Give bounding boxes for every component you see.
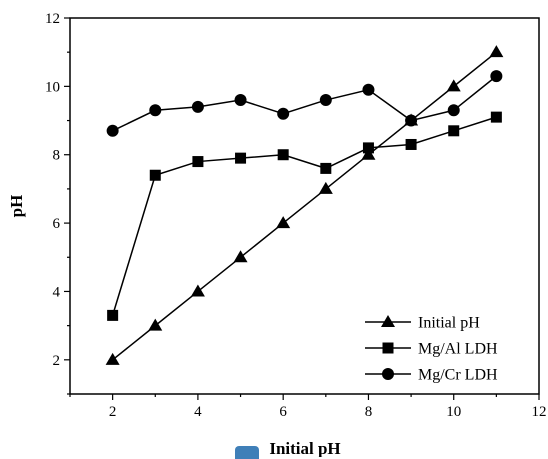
legend-marker: [382, 342, 394, 354]
data-point: [149, 169, 161, 181]
data-point: [149, 104, 162, 117]
tick-group: 2 4 6 8 10 12 2 4 6 8 10 12: [45, 11, 547, 420]
x-tick-label: 12: [532, 404, 547, 420]
data-point: [107, 309, 119, 321]
series-2: [106, 70, 503, 137]
data-point: [361, 147, 376, 160]
data-point: [490, 111, 502, 123]
y-tick-label: 4: [53, 284, 61, 300]
data-point: [362, 142, 374, 154]
y-tick-label: 2: [53, 353, 61, 369]
legend-item: Mg/Cr LDH: [365, 367, 498, 384]
data-point: [319, 94, 332, 107]
series-group: [105, 45, 504, 365]
data-point: [233, 250, 248, 263]
data-point: [489, 45, 504, 58]
data-point: [235, 152, 247, 164]
data-point: [405, 114, 418, 127]
x-axis-title: Initial pH: [269, 439, 340, 457]
data-point: [362, 83, 375, 96]
series-1: [107, 111, 502, 321]
x-tick-label: 4: [194, 404, 202, 420]
data-point: [446, 79, 461, 92]
x-tick-label: 8: [365, 404, 373, 420]
data-point: [277, 149, 289, 161]
legend: Initial pH Mg/Al LDH Mg/Cr LDH: [365, 315, 498, 384]
x-tick-label: 2: [109, 404, 117, 420]
data-point: [106, 124, 119, 137]
data-point: [405, 138, 417, 150]
legend-label: Mg/Cr LDH: [418, 367, 498, 384]
series-0: [105, 45, 504, 365]
data-point: [191, 100, 204, 113]
legend-item: Initial pH: [365, 315, 480, 332]
scroll-tab-decoration: [235, 446, 259, 459]
legend-marker: [382, 368, 394, 380]
data-point: [490, 70, 503, 83]
data-point: [190, 284, 205, 297]
data-point: [148, 318, 163, 331]
y-tick-label: 12: [45, 11, 60, 27]
data-point: [447, 104, 460, 117]
data-point: [448, 125, 460, 137]
data-point: [234, 94, 247, 107]
data-point: [277, 107, 290, 120]
series-line: [111, 116, 497, 316]
legend-label: Initial pH: [418, 315, 480, 332]
series-line: [112, 75, 497, 132]
data-point: [318, 181, 333, 194]
legend-label: Mg/Al LDH: [418, 341, 498, 358]
plot-frame: [69, 17, 540, 395]
y-axis-title: pH: [7, 195, 26, 218]
data-point: [192, 156, 204, 168]
y-tick-label: 6: [53, 216, 61, 232]
y-tick-label: 10: [45, 79, 60, 95]
x-tick-label: 6: [279, 404, 287, 420]
data-point: [276, 216, 291, 229]
series-line: [112, 51, 497, 361]
x-tick-label: 10: [446, 404, 461, 420]
legend-item: Mg/Al LDH: [365, 341, 498, 358]
data-point: [105, 352, 120, 365]
data-point: [320, 162, 332, 174]
legend-marker: [381, 315, 395, 327]
y-tick-label: 8: [53, 148, 61, 164]
